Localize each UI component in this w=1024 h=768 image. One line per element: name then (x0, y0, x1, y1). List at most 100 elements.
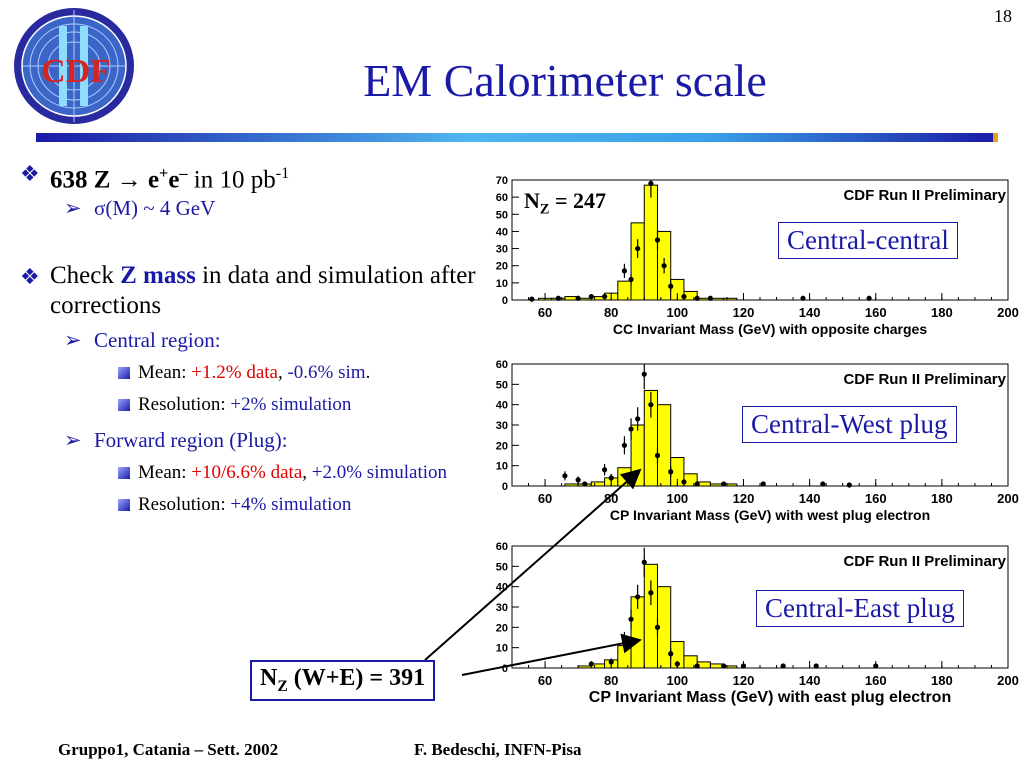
x-tick-label: 60 (538, 491, 552, 506)
y-tick-label: 40 (496, 400, 508, 412)
panel-label-central-east: Central-East plug (756, 590, 964, 627)
y-tick-label: 60 (496, 359, 508, 371)
y-tick-label: 20 (496, 261, 508, 273)
data-point (635, 245, 641, 252)
title-divider (36, 133, 998, 142)
arrow-bullet-icon: ➢ (64, 196, 82, 221)
x-axis-label: CP Invariant Mass (GeV) with east plug e… (589, 689, 951, 706)
bullet-list: ❖ 638 Z → e+e– in 10 pb-1 ➢ σ(M) ~ 4 GeV… (14, 158, 484, 517)
histogram-bar (723, 297, 738, 301)
x-tick-label: 200 (997, 491, 1019, 506)
x-tick-label: 100 (666, 305, 688, 320)
data-point (562, 473, 568, 479)
data-point (582, 481, 588, 487)
x-tick-label: 120 (733, 491, 755, 506)
data-point (635, 416, 641, 422)
y-tick-label: 0 (502, 295, 508, 307)
data-point (661, 263, 667, 269)
bullet-sigma: ➢ σ(M) ~ 4 GeV (64, 196, 216, 221)
y-tick-label: 0 (502, 481, 508, 493)
x-tick-label: 80 (604, 673, 618, 688)
y-tick-label: 60 (496, 541, 508, 553)
y-tick-label: 50 (496, 209, 508, 221)
x-tick-label: 160 (865, 673, 887, 688)
x-tick-label: 60 (538, 305, 552, 320)
nz-forward-box: NZ (W+E) = 391 (250, 660, 436, 701)
bullet-central-mean: Mean: +1.2% data, -0.6% sim. (14, 361, 484, 385)
data-point (721, 663, 727, 669)
data-point (760, 481, 766, 487)
y-tick-label: 30 (496, 420, 508, 432)
slide-title: EM Calorimeter scale (363, 55, 767, 106)
data-point (668, 469, 674, 475)
data-point (529, 296, 535, 302)
panel-label-central-central: Central-central (778, 222, 958, 259)
x-tick-label: 80 (604, 305, 618, 320)
data-point (621, 442, 628, 448)
footer-author: F. Bedeschi, INFN-Pisa (414, 740, 582, 759)
data-point (628, 426, 634, 432)
data-point (820, 481, 826, 487)
data-point (866, 295, 872, 301)
bullet-central-region: ➢ Central region: (64, 328, 221, 353)
data-point (621, 268, 628, 274)
x-axis-label: CP Invariant Mass (GeV) with west plug e… (610, 507, 930, 523)
arrow-to-east-plug (461, 633, 642, 676)
data-point (681, 479, 687, 485)
chart-title: CDF Run II Preliminary (843, 371, 1006, 388)
y-tick-label: 60 (496, 192, 508, 204)
data-point (628, 616, 634, 622)
x-tick-label: 200 (997, 673, 1019, 688)
y-tick-label: 10 (496, 643, 508, 655)
data-point (635, 594, 641, 600)
bullet-check-mass: ❖ Check Z mass in data and simulation af… (20, 262, 476, 320)
x-axis-label: CC Invariant Mass (GeV) with opposite ch… (613, 321, 928, 337)
diamond-bullet-icon: ❖ (20, 161, 40, 186)
data-point (721, 481, 727, 487)
data-point (601, 293, 608, 300)
x-tick-label: 160 (865, 491, 887, 506)
cdf-logo: CDF (14, 8, 134, 124)
data-point (641, 559, 647, 565)
data-point (668, 283, 674, 289)
x-tick-label: 100 (666, 673, 688, 688)
data-point (608, 475, 614, 481)
data-point (694, 663, 700, 669)
x-tick-label: 140 (799, 491, 821, 506)
arrow-bullet-icon: ➢ (64, 428, 82, 453)
arrow-bullet-icon: ➢ (64, 328, 82, 353)
data-point (628, 276, 634, 283)
data-point (588, 661, 594, 667)
y-tick-label: 50 (496, 379, 508, 391)
data-point (648, 590, 654, 596)
data-point (601, 467, 608, 473)
footer-event: Gruppo1, Catania – Sett. 2002 (58, 740, 279, 759)
x-tick-label: 180 (931, 673, 953, 688)
data-point (780, 663, 786, 669)
x-tick-label: 120 (733, 305, 755, 320)
x-tick-label: 180 (931, 491, 953, 506)
bullet-central-resolution: Resolution: +2% simulation (14, 393, 484, 417)
square-bullet-icon (118, 367, 130, 380)
arrow-to-west-plug (424, 468, 642, 661)
x-tick-label: 120 (733, 673, 755, 688)
data-point (813, 663, 819, 669)
data-point (648, 180, 654, 187)
logo-text: CDF (41, 53, 111, 90)
y-tick-label: 30 (496, 602, 508, 614)
y-tick-label: 40 (496, 226, 508, 238)
chart-title: CDF Run II Preliminary (843, 187, 1006, 204)
y-tick-label: 20 (496, 622, 508, 634)
bullet-forward-resolution: Resolution: +4% simulation (14, 493, 484, 517)
nz-central-label: NZ = 247 (524, 188, 606, 218)
data-point (800, 295, 806, 301)
data-point (588, 293, 594, 300)
page-number: 18 (994, 6, 1012, 26)
x-tick-label: 100 (666, 491, 688, 506)
x-tick-label: 180 (931, 305, 953, 320)
x-tick-label: 160 (865, 305, 887, 320)
panel-label-central-west: Central-West plug (742, 406, 957, 443)
data-point (641, 371, 647, 377)
data-point (668, 651, 674, 657)
